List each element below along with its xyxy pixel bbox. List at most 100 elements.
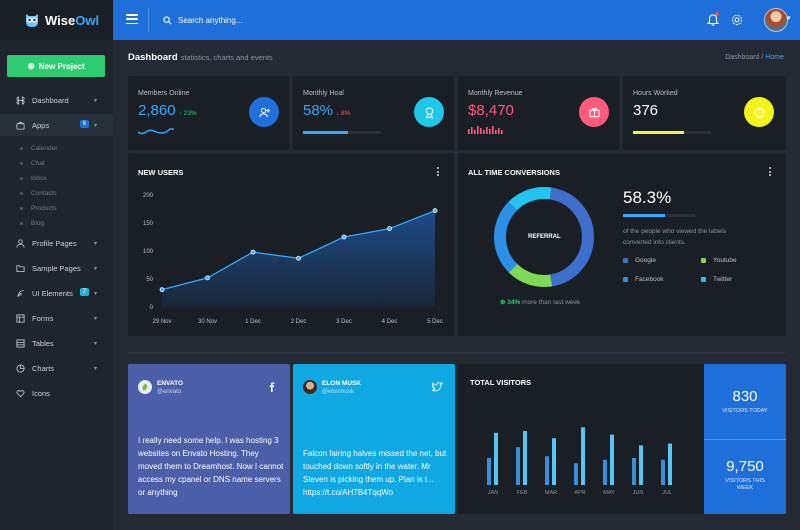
sidebar-subitem-products[interactable]: Products (0, 201, 113, 215)
chevron-down-icon[interactable]: ▾ (787, 15, 791, 22)
visitors-bar (487, 458, 491, 485)
sidebar-subitem-calender[interactable]: Calender (0, 141, 113, 155)
logo[interactable]: WiseOwl (0, 0, 113, 40)
legend-label: Youtube (713, 257, 737, 264)
sidebar-item-label: Icons (32, 388, 50, 398)
menu-toggle-icon[interactable] (126, 14, 138, 24)
conversion-note-text: more than last week (522, 299, 581, 306)
table-icon (15, 338, 25, 348)
visitors-bar (581, 427, 585, 485)
feather-icon (15, 288, 25, 298)
visitors-bar (494, 432, 498, 485)
visitors-today-value: 830 (732, 388, 758, 405)
stat-label: Hours Worked (633, 90, 678, 97)
chevron-down-icon: ▾ (93, 316, 97, 322)
stat-delta: ↑ 23% (178, 110, 197, 117)
visitors-bar (545, 456, 549, 485)
visitors-bar (516, 447, 520, 485)
chevron-down-icon: ▾ (93, 98, 97, 104)
conversion-note: ⊕ 34% more than last week (500, 298, 580, 306)
social-name: ENVATO (157, 380, 184, 387)
monthly-goal-progress (303, 131, 381, 134)
sidebar-subitem-contacts[interactable]: Contacts (0, 186, 113, 200)
ui-elements-count-badge: 7 (79, 288, 89, 296)
breadcrumb-home[interactable]: Home (765, 54, 784, 61)
x-tick-label: MAY (603, 490, 615, 496)
x-tick-label: JUN (633, 490, 644, 496)
visitors-bar (632, 458, 636, 485)
new-users-chart: 0 50 100 150 200 29 Nov 30 Nov 1 Dec 2 Dec 3 Dec 4… (143, 193, 443, 325)
chevron-down-icon: ▾ (93, 291, 97, 297)
sidebar-item-label: Sample Pages (32, 263, 81, 273)
donut-slice-youtube (508, 263, 553, 287)
visitors-bar (603, 459, 607, 485)
elon-musk-post-card: ELON MUSK @elonmusk Falcon fairing halve… (293, 364, 455, 514)
x-tick-label: APR (574, 490, 585, 496)
data-point (205, 275, 210, 281)
x-tick-label: 5 Dec (427, 319, 443, 325)
apps-count-badge: 6 (79, 120, 89, 128)
sidebar-item-charts[interactable]: Charts ▾ (0, 357, 113, 379)
stat-value-text: $8,470 (468, 102, 514, 119)
sidebar-item-profile-pages[interactable]: Profile Pages ▾ (0, 232, 113, 254)
donut-slice-facebook (494, 201, 518, 273)
user-plus-icon (249, 97, 279, 127)
award-icon (414, 97, 444, 127)
twitter-icon[interactable] (431, 381, 443, 393)
conversions-card: ALL TIME CONVERSIONS REFERRAL 58.3% of t… (458, 153, 786, 336)
stat-value: 58% ↓ 8% (303, 102, 350, 119)
envato-post-card: ENVATO @envato I really need some help. … (128, 364, 290, 514)
folder-icon (15, 263, 25, 273)
x-tick-label: 29 Nov (152, 319, 171, 325)
y-tick-label: 100 (143, 249, 154, 255)
facebook-icon[interactable] (266, 381, 278, 393)
sidebar-item-icons[interactable]: Icons (0, 382, 113, 404)
sidebar-item-dashboard[interactable]: Dashboard ▾ (0, 89, 113, 111)
conversion-description: of the people who viewed the labels conv… (623, 228, 726, 246)
clock-icon (744, 97, 774, 127)
top-navbar (0, 0, 800, 40)
visitors-bar (574, 463, 578, 485)
social-handle: @envato (157, 389, 182, 395)
sidebar-subitem-chat[interactable]: Chat (0, 156, 113, 170)
sub-item-label: Chat (31, 159, 45, 167)
sidebar-subitem-inbox[interactable]: Inbox (0, 171, 113, 185)
sidebar-item-sample-pages[interactable]: Sample Pages ▾ (0, 257, 113, 279)
briefcase-icon (579, 97, 609, 127)
legend-label: Facebook (635, 276, 664, 283)
briefcase-icon (15, 120, 25, 130)
total-visitors-card: TOTAL VISITORS JAN FEB MAR APR MAY JUN JUL 830… (458, 364, 786, 514)
donut-slice-google (549, 187, 594, 287)
sidebar-item-label: Dashboard (32, 95, 69, 105)
stat-value-text: 376 (633, 102, 659, 119)
visitors-week-label: VISITORS THIS WEEK (725, 478, 765, 491)
page-title-text: Dashboard (128, 52, 178, 63)
social-name: ELON MUSK (322, 380, 361, 387)
more-vertical-icon[interactable] (437, 167, 440, 176)
x-tick-label: FEB (517, 490, 528, 496)
logo-text: WiseOwl (45, 13, 99, 28)
sidebar-item-tables[interactable]: Tables ▾ (0, 332, 113, 354)
y-tick-label: 150 (143, 221, 154, 227)
legend-label: Twitter (713, 276, 733, 283)
conversions-title: ALL TIME CONVERSIONS (468, 168, 560, 177)
search-input[interactable] (178, 15, 328, 25)
more-vertical-icon[interactable] (769, 167, 772, 176)
sidebar-item-ui-elements[interactable]: UI Elements 7 ▾ (0, 282, 113, 304)
user-avatar[interactable] (764, 8, 788, 32)
new-project-button[interactable]: ⊕ New Project (7, 55, 105, 77)
sidebar-subitem-blog[interactable]: Blog (0, 216, 113, 230)
sub-item-label: Products (31, 204, 57, 212)
chevron-down-icon: ▾ (93, 341, 97, 347)
sub-item-label: Calender (31, 144, 58, 152)
new-users-card: NEW USERS 0 50 100 150 200 29 Nov 30 Nov 1 Dec 2… (128, 153, 454, 336)
sidebar-item-label: UI Elements (32, 288, 73, 298)
legend-google: Google (623, 257, 656, 264)
gear-icon[interactable] (730, 13, 744, 27)
sidebar-item-apps[interactable]: Apps 6 ▾ (0, 114, 113, 136)
revenue-mini-bars (468, 126, 503, 134)
breadcrumb-dashboard[interactable]: Dashboard (725, 54, 760, 61)
user-icon (15, 238, 25, 248)
hours-worked-progress (633, 131, 711, 134)
sidebar-item-forms[interactable]: Forms ▾ (0, 307, 113, 329)
